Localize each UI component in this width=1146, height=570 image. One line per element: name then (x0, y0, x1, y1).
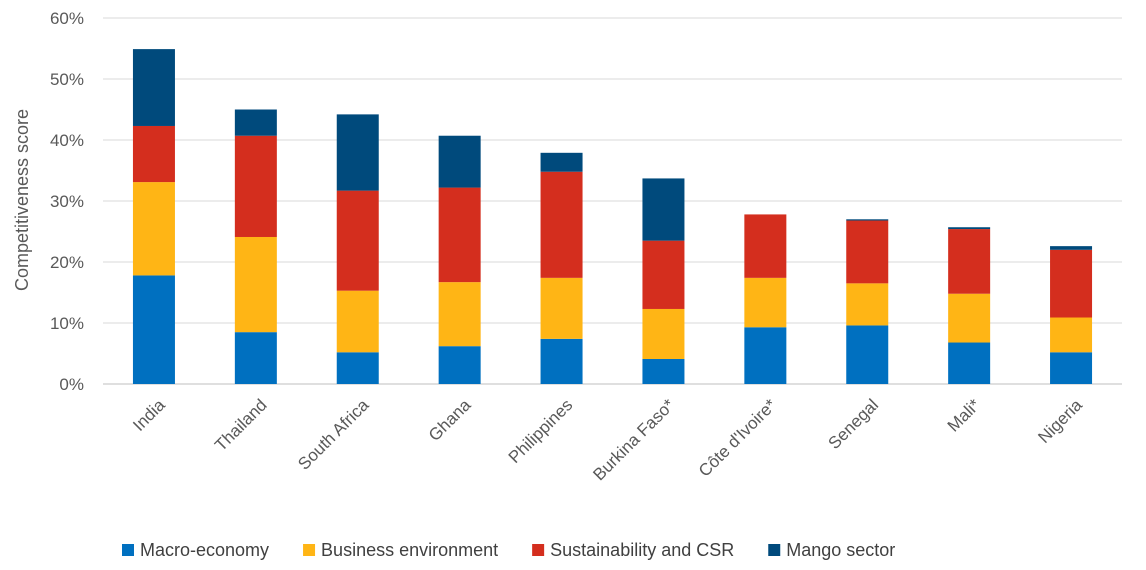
legend-label: Mango sector (786, 540, 895, 560)
bar-segment (642, 358, 685, 384)
x-axis-ticks: India Thailand South Africa Ghana Philippine… (129, 395, 1086, 484)
x-tick-label: India (129, 395, 169, 435)
bar-segment (132, 275, 175, 384)
y-axis-title: Competitiveness score (12, 109, 32, 291)
legend-swatch (303, 544, 316, 556)
bar-segment (744, 277, 787, 328)
bar-segment (438, 187, 481, 283)
bar-segment (1050, 352, 1093, 384)
x-tick-label: Senegal (825, 395, 883, 453)
bar-segment (336, 352, 379, 384)
bar-segment (846, 283, 889, 326)
legend-swatch (768, 544, 781, 556)
bar-segment (846, 219, 889, 221)
legend: Macro-economy Business environment Sustain… (122, 540, 895, 560)
legend-swatch (122, 544, 134, 556)
legend-swatch (532, 544, 545, 556)
y-axis-ticks: 0% 10% 20% 30% 40% 50% 60% (50, 9, 84, 394)
bar-segment (336, 114, 379, 191)
bar-segment (234, 332, 277, 384)
x-tick-label: Nigeria (1034, 395, 1086, 447)
y-tick-label: 30% (50, 192, 84, 211)
bar-segment (948, 342, 991, 384)
bar-segment (234, 236, 277, 333)
bar-segment (540, 152, 583, 172)
y-tick-label: 40% (50, 131, 84, 150)
y-tick-label: 20% (50, 253, 84, 272)
x-tick-label: Mali* (944, 395, 984, 435)
bars (132, 49, 1093, 384)
bar-segment (846, 325, 889, 384)
x-tick-label: Thailand (211, 395, 271, 455)
x-tick-label: South Africa (294, 395, 373, 474)
x-tick-label: Ghana (425, 395, 475, 445)
y-tick-label: 0% (59, 375, 84, 394)
bar-segment (948, 229, 991, 294)
bar-segment (744, 327, 787, 384)
bar-segment (438, 346, 481, 384)
legend-label: Sustainability and CSR (550, 540, 734, 560)
x-tick-label: Philippines (505, 395, 577, 467)
bar-segment (642, 178, 685, 241)
bar-segment (948, 227, 991, 230)
bar-segment (1050, 246, 1093, 250)
legend-label: Macro-economy (140, 540, 269, 560)
bar-segment (642, 308, 685, 359)
bar-segment (642, 240, 685, 309)
bar-segment (1050, 317, 1093, 353)
bar-segment (132, 125, 175, 183)
bar-segment (234, 109, 277, 136)
y-tick-label: 50% (50, 70, 84, 89)
y-tick-label: 10% (50, 314, 84, 333)
bar-segment (1050, 249, 1093, 318)
bar-segment (336, 290, 379, 353)
bar-segment (234, 135, 277, 237)
bar-segment (438, 282, 481, 347)
bar-segment (540, 338, 583, 384)
y-tick-label: 60% (50, 9, 84, 28)
bar-segment (336, 190, 379, 291)
bar-segment (540, 277, 583, 339)
legend-label: Business environment (321, 540, 498, 560)
bar-segment (846, 220, 889, 284)
x-tick-label: Côte d'Ivoire* (695, 395, 780, 480)
bar-segment (438, 135, 481, 188)
bar-segment (948, 293, 991, 343)
bar-segment (744, 214, 787, 278)
bar-segment (540, 171, 583, 278)
x-tick-label: Burkina Faso* (589, 395, 678, 484)
bar-segment (132, 49, 175, 126)
bar-segment (132, 182, 175, 276)
